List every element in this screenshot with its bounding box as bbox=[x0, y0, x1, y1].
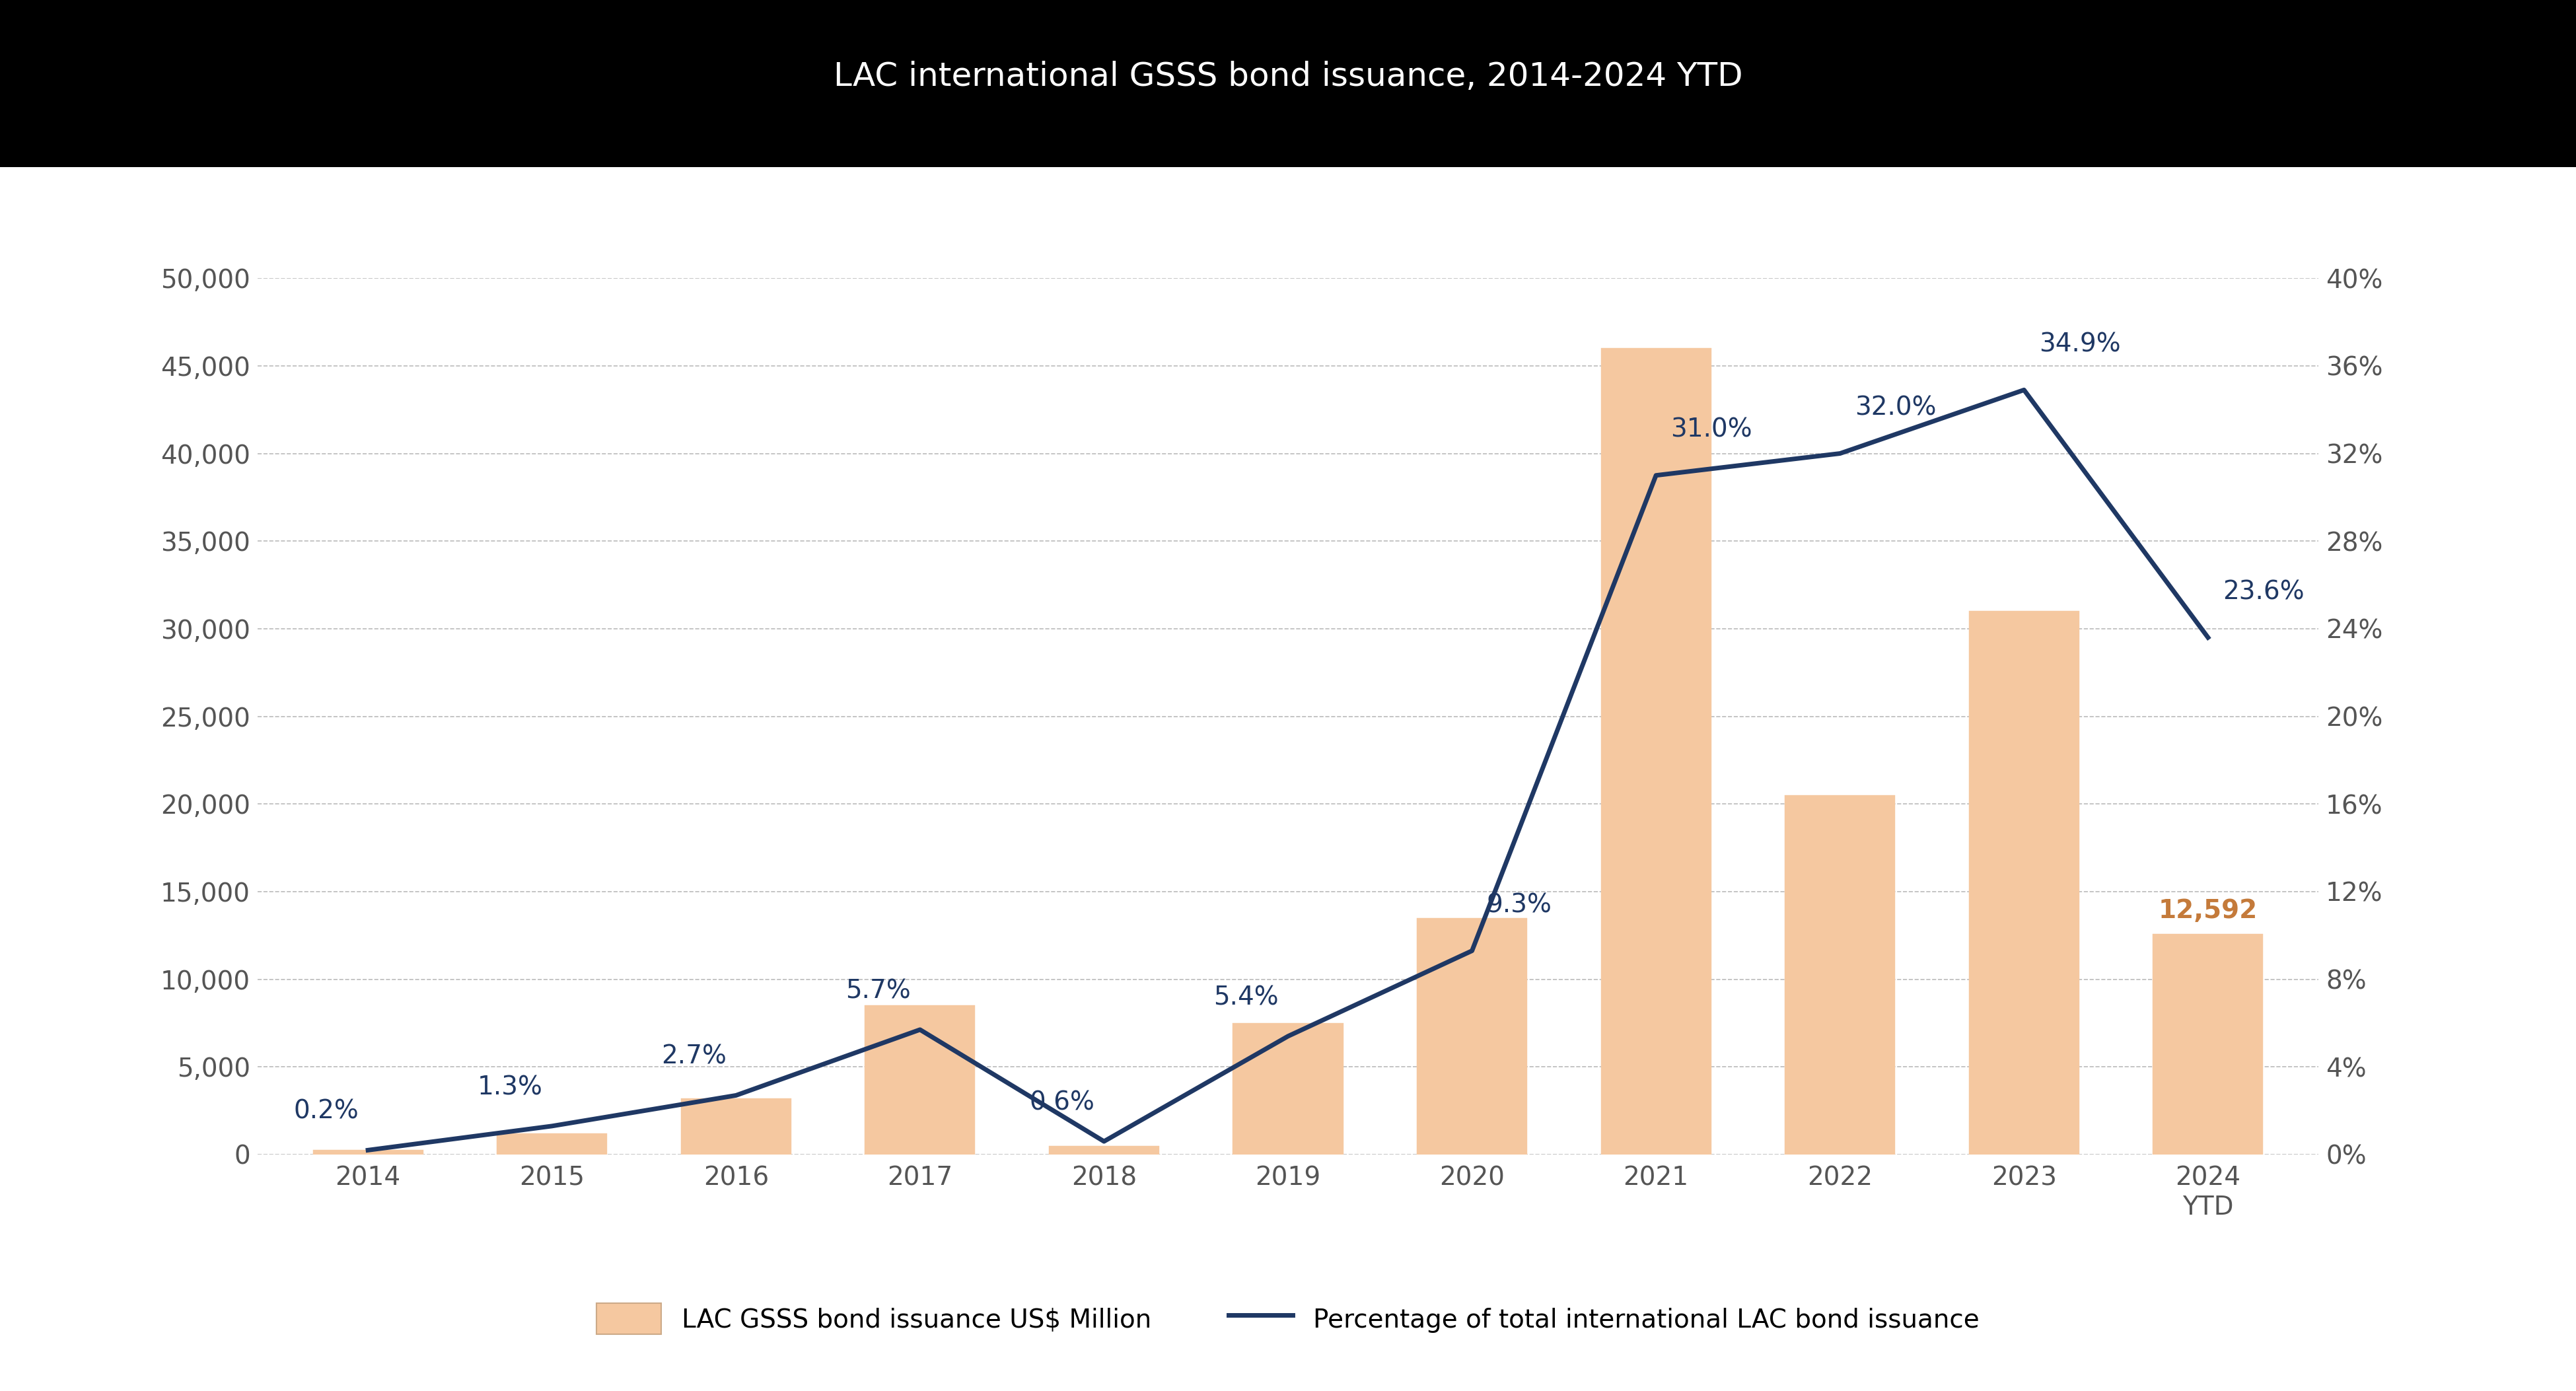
Legend: LAC GSSS bond issuance US$ Million, Percentage of total international LAC bond i: LAC GSSS bond issuance US$ Million, Perc… bbox=[598, 1303, 1978, 1334]
Bar bbox=[866, 1006, 976, 1155]
Text: 0.2%: 0.2% bbox=[294, 1099, 358, 1124]
Bar bbox=[1968, 611, 2079, 1155]
Text: 1.3%: 1.3% bbox=[477, 1075, 544, 1100]
Text: 0.6%: 0.6% bbox=[1030, 1091, 1095, 1116]
Text: 5.4%: 5.4% bbox=[1213, 985, 1278, 1010]
Text: 9.3%: 9.3% bbox=[1486, 893, 1551, 918]
Bar bbox=[497, 1134, 608, 1155]
Bar bbox=[1600, 348, 1710, 1155]
Text: 2.7%: 2.7% bbox=[662, 1045, 726, 1070]
Text: 34.9%: 34.9% bbox=[2038, 332, 2120, 357]
Text: 32.0%: 32.0% bbox=[1855, 395, 1937, 420]
Bar bbox=[680, 1099, 791, 1155]
Text: 23.6%: 23.6% bbox=[2223, 580, 2306, 605]
Text: 5.7%: 5.7% bbox=[845, 978, 912, 1003]
Bar bbox=[1417, 918, 1528, 1155]
Bar bbox=[1234, 1022, 1342, 1155]
Bar bbox=[1048, 1146, 1159, 1155]
Bar bbox=[2154, 933, 2264, 1155]
Text: 31.0%: 31.0% bbox=[1672, 417, 1752, 442]
Text: LAC international GSSS bond issuance, 2014-2024 YTD: LAC international GSSS bond issuance, 20… bbox=[835, 61, 1741, 92]
Bar bbox=[1785, 796, 1896, 1155]
Text: 12,592: 12,592 bbox=[2159, 899, 2257, 924]
Bar bbox=[312, 1150, 422, 1155]
